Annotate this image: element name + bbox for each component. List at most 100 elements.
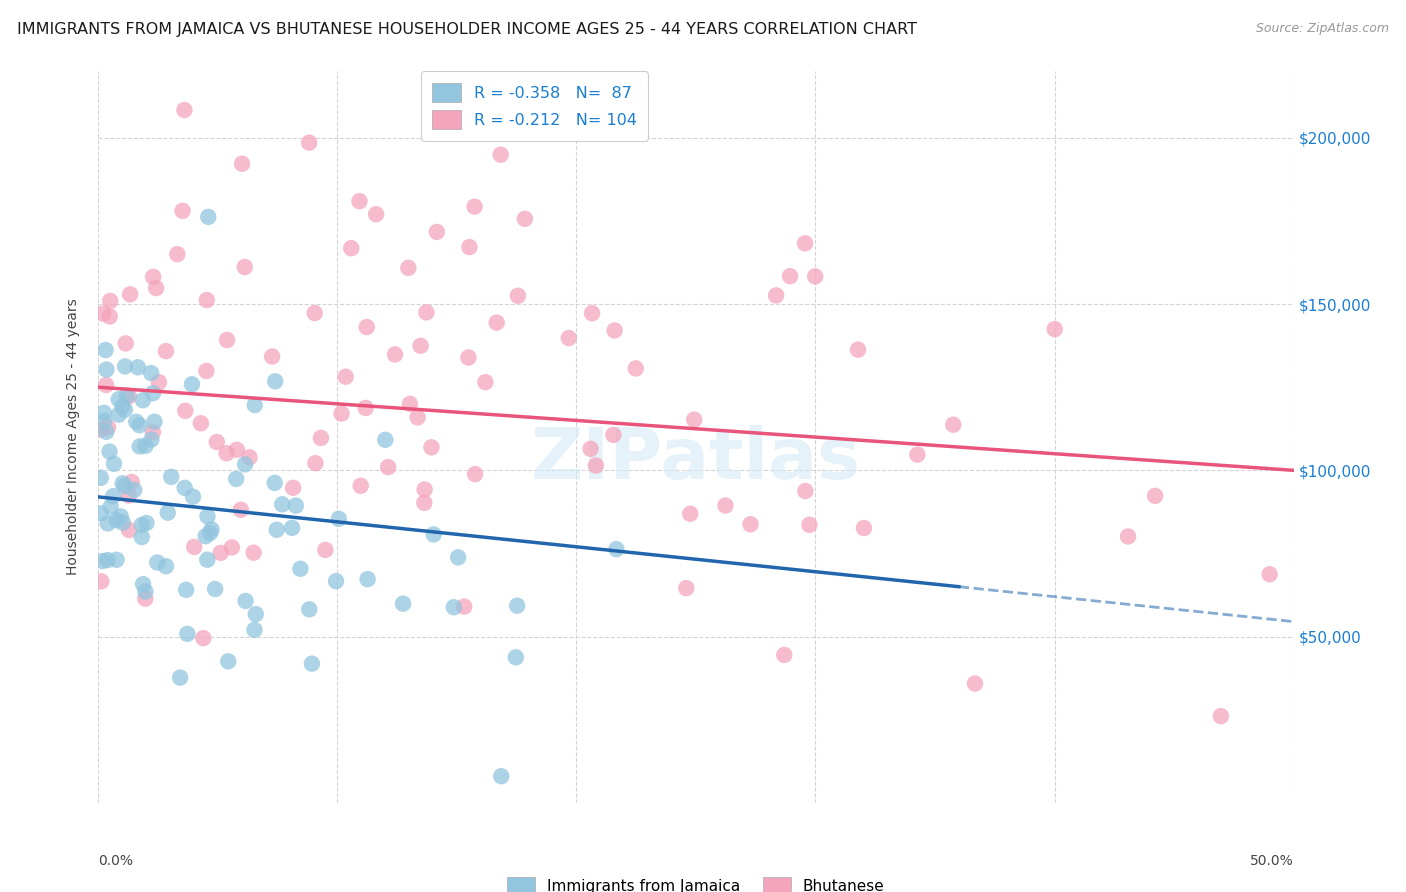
Point xyxy=(127,360,149,375)
Point xyxy=(91,307,114,321)
Point xyxy=(794,484,817,499)
Point xyxy=(91,554,114,568)
Point xyxy=(356,572,378,586)
Point xyxy=(447,550,470,565)
Point xyxy=(193,631,215,645)
Point xyxy=(122,483,145,497)
Point xyxy=(90,423,112,437)
Point xyxy=(174,582,197,597)
Point xyxy=(98,293,121,308)
Point xyxy=(740,517,762,532)
Point xyxy=(335,369,357,384)
Point xyxy=(679,507,702,521)
Point xyxy=(93,406,115,420)
Point xyxy=(142,269,165,284)
Point xyxy=(464,467,486,482)
Point xyxy=(340,241,363,255)
Point xyxy=(350,479,373,493)
Point xyxy=(413,483,436,497)
Point xyxy=(683,412,706,426)
Point xyxy=(118,488,141,502)
Point xyxy=(443,600,465,615)
Text: IMMIGRANTS FROM JAMAICA VS BHUTANESE HOUSEHOLDER INCOME AGES 25 - 44 YEARS CORRE: IMMIGRANTS FROM JAMAICA VS BHUTANESE HOU… xyxy=(17,22,917,37)
Point xyxy=(457,351,479,365)
Point xyxy=(101,489,124,503)
Point xyxy=(356,320,378,334)
Point xyxy=(243,398,266,412)
Point xyxy=(143,415,166,429)
Point xyxy=(399,397,422,411)
Point xyxy=(195,293,218,307)
Point xyxy=(235,594,257,608)
Point xyxy=(409,339,432,353)
Point xyxy=(173,103,195,117)
Point xyxy=(148,376,170,390)
Point xyxy=(96,362,118,376)
Point xyxy=(714,499,737,513)
Point xyxy=(675,581,697,595)
Point xyxy=(120,287,142,301)
Point xyxy=(325,574,347,589)
Point xyxy=(392,597,415,611)
Point xyxy=(115,389,138,403)
Point xyxy=(420,441,443,455)
Point xyxy=(98,310,121,324)
Point xyxy=(200,523,222,537)
Point xyxy=(309,431,332,445)
Point xyxy=(132,577,155,591)
Point xyxy=(107,392,129,407)
Point xyxy=(225,442,247,457)
Point xyxy=(264,374,287,388)
Point xyxy=(453,599,475,614)
Point xyxy=(103,457,125,471)
Point xyxy=(1116,529,1139,543)
Point xyxy=(1144,489,1167,503)
Point xyxy=(233,260,256,274)
Point xyxy=(804,269,827,284)
Point xyxy=(557,331,579,345)
Text: 50.0%: 50.0% xyxy=(1250,854,1294,868)
Point xyxy=(799,517,821,532)
Point xyxy=(114,336,136,351)
Point xyxy=(111,476,134,491)
Point xyxy=(225,472,247,486)
Point xyxy=(169,671,191,685)
Point xyxy=(396,260,419,275)
Point xyxy=(195,364,218,378)
Point xyxy=(605,542,627,557)
Point xyxy=(422,527,444,541)
Point xyxy=(304,456,326,470)
Point xyxy=(266,523,288,537)
Point xyxy=(141,433,163,447)
Point xyxy=(301,657,323,671)
Text: Source: ZipAtlas.com: Source: ZipAtlas.com xyxy=(1256,22,1389,36)
Point xyxy=(217,654,239,668)
Point xyxy=(773,648,796,662)
Point xyxy=(491,769,513,783)
Point xyxy=(513,211,536,226)
Point xyxy=(1258,567,1281,582)
Point xyxy=(97,420,120,434)
Point xyxy=(118,389,141,403)
Point xyxy=(1209,709,1232,723)
Point xyxy=(98,444,121,458)
Y-axis label: Householder Income Ages 25 - 44 years: Householder Income Ages 25 - 44 years xyxy=(66,299,80,575)
Point xyxy=(173,481,195,495)
Point xyxy=(374,433,396,447)
Point xyxy=(134,591,156,606)
Point xyxy=(458,240,481,254)
Point xyxy=(141,366,163,380)
Point xyxy=(1043,322,1066,336)
Point xyxy=(364,207,387,221)
Point xyxy=(304,306,326,320)
Point xyxy=(174,404,197,418)
Point xyxy=(190,416,212,430)
Point xyxy=(114,479,136,493)
Point xyxy=(963,676,986,690)
Point xyxy=(111,400,134,414)
Point xyxy=(135,516,157,530)
Point xyxy=(384,347,406,361)
Point xyxy=(94,378,117,392)
Point xyxy=(406,410,429,425)
Point xyxy=(132,393,155,408)
